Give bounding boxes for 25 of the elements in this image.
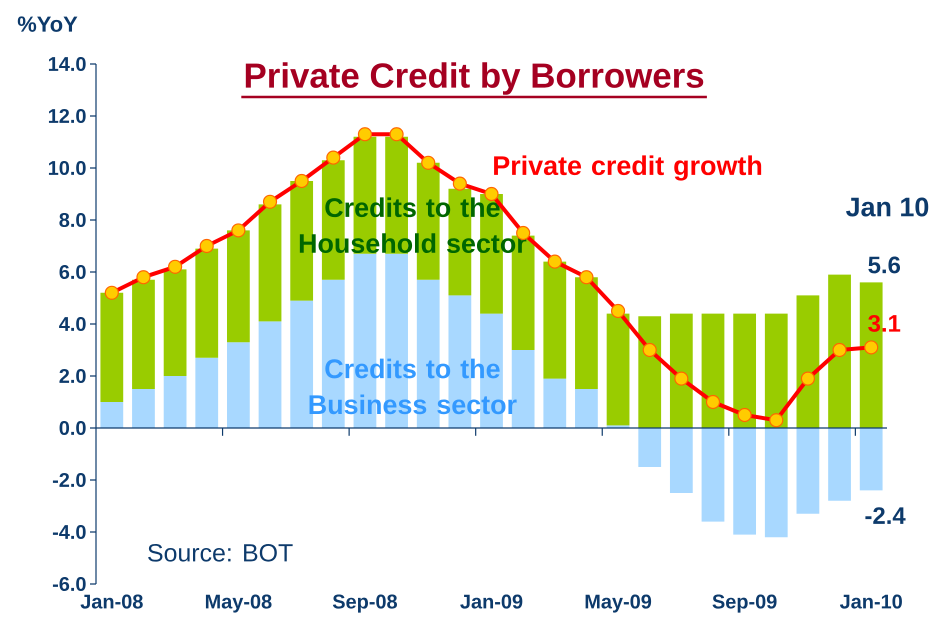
x-tick-label: Jan-08 — [80, 594, 143, 609]
y-tick-label: -6.0 — [52, 576, 86, 592]
y-tick-label: 0.0 — [60, 420, 86, 436]
x-tick-label: May-09 — [586, 594, 652, 613]
series-label: Private credit growth — [494, 155, 762, 181]
y-tick-label: 12.0 — [48, 108, 86, 124]
y-tick-label: 10.0 — [48, 160, 86, 176]
y-tick-label: -2.0 — [52, 472, 86, 488]
y-tick-label: 6.0 — [60, 264, 86, 280]
y-axis-title: %YoY — [18, 16, 78, 32]
x-tick-label: Sep-09 — [712, 594, 777, 613]
x-tick-label: Sep-08 — [332, 594, 397, 613]
annotation: Jan 10 — [846, 197, 928, 217]
x-tick-label: May-08 — [206, 594, 272, 613]
y-tick-label: 8.0 — [59, 212, 86, 228]
y-tick-label: -4.0 — [52, 524, 86, 540]
y-tick-label: 2.0 — [59, 368, 86, 384]
x-tick-label: Jan-10 — [840, 594, 902, 609]
y-tick-label: 4.0 — [59, 316, 86, 332]
data-label: -2.4 — [865, 507, 906, 524]
data-label: 5.6 — [868, 256, 900, 274]
chart-title: Private Credit by Borrowers — [246, 62, 704, 95]
x-tick-label: Jan-09 — [460, 594, 522, 609]
annotation: Source: BOT — [148, 544, 293, 562]
y-tick-label: 14.0 — [48, 56, 86, 72]
